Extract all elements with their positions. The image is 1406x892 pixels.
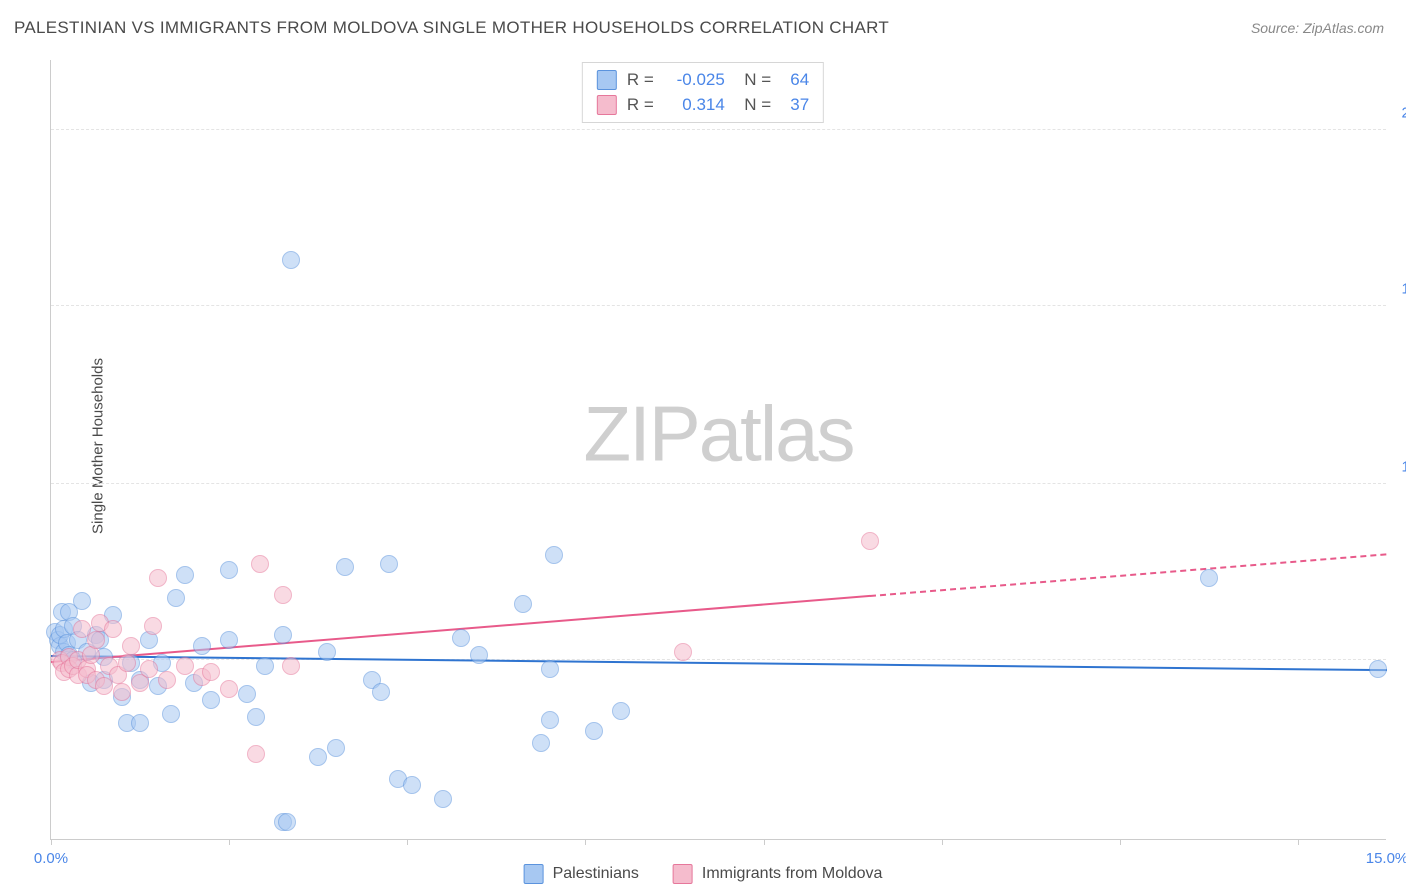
watermark: ZIPatlas [583, 388, 853, 479]
data-point [282, 251, 300, 269]
x-tick [942, 839, 943, 845]
n-label: N = [735, 93, 771, 118]
data-point [220, 631, 238, 649]
data-point [144, 617, 162, 635]
data-point [612, 702, 630, 720]
data-point [434, 790, 452, 808]
data-point [247, 745, 265, 763]
gridline [51, 483, 1386, 484]
data-point [122, 637, 140, 655]
data-point [674, 643, 692, 661]
data-point [149, 569, 167, 587]
data-point [202, 691, 220, 709]
data-point [532, 734, 550, 752]
data-point [861, 532, 879, 550]
y-tick-label: 12.5% [1392, 459, 1406, 476]
y-tick-label: 25.0% [1392, 104, 1406, 121]
data-point [372, 683, 390, 701]
x-tick [407, 839, 408, 845]
data-point [541, 711, 559, 729]
data-point [274, 626, 292, 644]
data-point [585, 722, 603, 740]
n-value: 64 [781, 68, 809, 93]
r-value: -0.025 [667, 68, 725, 93]
data-point [140, 660, 158, 678]
data-point [247, 708, 265, 726]
r-value: 0.314 [667, 93, 725, 118]
data-point [1369, 660, 1387, 678]
data-point [193, 637, 211, 655]
r-label: R = [627, 68, 657, 93]
legend-label: Immigrants from Moldova [702, 865, 883, 883]
swatch-icon [673, 864, 693, 884]
r-label: R = [627, 93, 657, 118]
gridline [51, 129, 1386, 130]
data-point [176, 566, 194, 584]
data-point [131, 714, 149, 732]
data-point [104, 620, 122, 638]
watermark-atlas: atlas [699, 389, 854, 477]
regression-line [51, 655, 1387, 671]
legend-item-2: Immigrants from Moldova [673, 864, 883, 884]
data-point [470, 646, 488, 664]
data-point [541, 660, 559, 678]
data-point [176, 657, 194, 675]
x-tick-label: 15.0% [1366, 850, 1406, 867]
gridline [51, 659, 1386, 660]
data-point [167, 589, 185, 607]
data-point [514, 595, 532, 613]
stats-row-series-2: R = 0.314 N = 37 [597, 93, 809, 118]
chart-title: PALESTINIAN VS IMMIGRANTS FROM MOLDOVA S… [14, 18, 889, 38]
regression-line [870, 553, 1387, 597]
data-point [162, 705, 180, 723]
legend-label: Palestinians [553, 865, 639, 883]
y-tick-label: 18.8% [1392, 280, 1406, 297]
data-point [1200, 569, 1218, 587]
x-tick [1298, 839, 1299, 845]
swatch-icon [597, 70, 617, 90]
data-point [380, 555, 398, 573]
data-point [336, 558, 354, 576]
data-point [545, 546, 563, 564]
x-tick-label: 0.0% [34, 850, 68, 867]
swatch-icon [524, 864, 544, 884]
data-point [238, 685, 256, 703]
data-point [220, 561, 238, 579]
data-point [256, 657, 274, 675]
data-point [452, 629, 470, 647]
data-point [113, 683, 131, 701]
correlation-stats-box: R = -0.025 N = 64 R = 0.314 N = 37 [582, 62, 824, 123]
scatter-plot-area: ZIPatlas 6.3%12.5%18.8%25.0%0.0%15.0% [50, 60, 1386, 840]
data-point [118, 654, 136, 672]
data-point [327, 739, 345, 757]
watermark-zip: ZIP [583, 389, 698, 477]
legend-item-1: Palestinians [524, 864, 639, 884]
swatch-icon [597, 95, 617, 115]
data-point [318, 643, 336, 661]
n-value: 37 [781, 93, 809, 118]
data-point [403, 776, 421, 794]
n-label: N = [735, 68, 771, 93]
data-point [274, 586, 292, 604]
data-point [220, 680, 238, 698]
source-attribution: Source: ZipAtlas.com [1251, 20, 1384, 36]
x-tick [764, 839, 765, 845]
data-point [73, 592, 91, 610]
stats-row-series-1: R = -0.025 N = 64 [597, 68, 809, 93]
data-point [278, 813, 296, 831]
gridline [51, 305, 1386, 306]
x-tick [51, 839, 52, 845]
data-point [158, 671, 176, 689]
legend: Palestinians Immigrants from Moldova [524, 864, 883, 884]
data-point [251, 555, 269, 573]
data-point [309, 748, 327, 766]
data-point [282, 657, 300, 675]
x-tick [585, 839, 586, 845]
data-point [202, 663, 220, 681]
x-tick [1120, 839, 1121, 845]
x-tick [229, 839, 230, 845]
data-point [87, 631, 105, 649]
y-tick-label: 6.3% [1392, 635, 1406, 652]
